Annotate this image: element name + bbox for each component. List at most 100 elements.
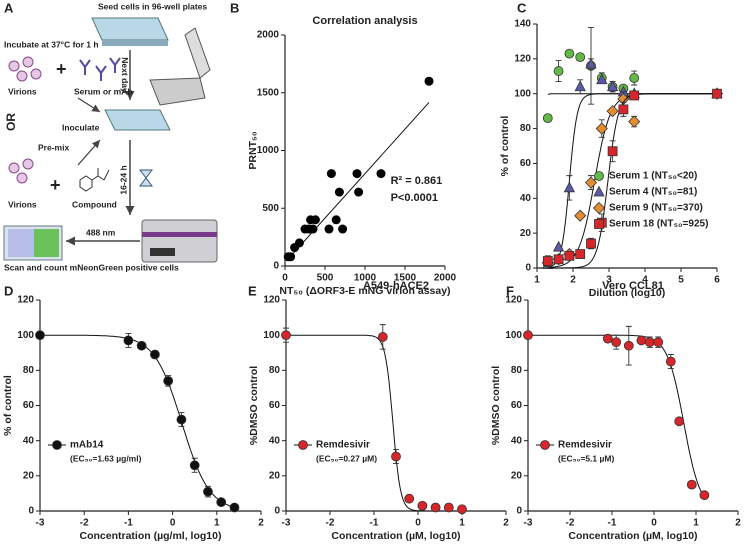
legend-label: Serum 18 (NT₅₀=925) xyxy=(609,219,708,230)
legend-label: Remdesivir xyxy=(316,440,370,451)
y-axis-label: %DMSO control xyxy=(490,366,502,445)
legend-note: (EC₅₀=0.27 µM) xyxy=(316,453,377,463)
y-tick-label: 0 xyxy=(525,263,531,274)
step-text: Pre-mix xyxy=(38,142,69,152)
point xyxy=(136,340,147,351)
panel-label: A xyxy=(4,0,14,15)
point xyxy=(674,416,685,427)
point xyxy=(602,333,613,344)
y-tick-label: 40 xyxy=(269,435,281,446)
point xyxy=(229,502,240,513)
point xyxy=(636,335,647,346)
point xyxy=(542,256,553,266)
point xyxy=(574,209,587,222)
panel-label: B xyxy=(230,0,239,15)
pipette-icon xyxy=(184,27,211,79)
x-axis-label: NT₅₀ (ΔORF3-E mNG virion assay) xyxy=(279,285,450,297)
x-tick-label: 6 xyxy=(714,275,720,286)
y-tick-label: 60 xyxy=(520,158,532,169)
plus: + xyxy=(50,175,61,195)
legend-label: mAb14 xyxy=(70,440,104,451)
legend-label: Remdesivir xyxy=(558,440,612,451)
x-tick-label: 0 xyxy=(282,273,288,284)
arrow xyxy=(77,139,101,166)
point xyxy=(575,52,586,63)
x-tick-label: 2000 xyxy=(434,273,457,284)
x-tick-label: -3 xyxy=(36,518,45,529)
y-tick-label: 120 xyxy=(17,295,34,306)
point xyxy=(564,48,575,59)
y-tick-label: 140 xyxy=(514,19,531,30)
fit-curve xyxy=(40,334,235,508)
x-tick-label: 5 xyxy=(678,275,684,286)
x-tick-label: 2 xyxy=(503,518,509,529)
y-tick-label: 500 xyxy=(262,203,279,214)
y-tick-label: 40 xyxy=(23,435,35,446)
y-tick-label: 1500 xyxy=(257,87,280,98)
point xyxy=(417,500,428,511)
point xyxy=(618,104,629,115)
point xyxy=(123,335,134,346)
y-tick-label: 100 xyxy=(263,330,280,341)
point xyxy=(686,479,697,490)
hourglass-icon xyxy=(139,169,153,187)
point xyxy=(595,122,608,135)
x-axis-label: Concentration (µM, log10) xyxy=(331,530,460,542)
point xyxy=(294,238,304,248)
chart-title: Correlation analysis xyxy=(312,15,417,27)
point xyxy=(563,181,576,193)
legend-label: Serum 4 (NT₅₀=81) xyxy=(609,187,697,198)
x-tick-label: 1000 xyxy=(354,273,377,284)
chart-title: A549-hACE2 xyxy=(363,280,429,292)
panel-a: A Seed cells in 96-well plates Next day … xyxy=(3,0,218,272)
legend-label: Serum 9 (NT₅₀=370) xyxy=(609,203,703,214)
annotation: R² = 0.861 xyxy=(391,175,443,187)
y-tick-label: 100 xyxy=(505,330,522,341)
point xyxy=(628,115,641,128)
step-text: Seed cells in 96-well plates xyxy=(98,1,207,11)
point xyxy=(553,66,564,76)
point xyxy=(391,451,401,462)
x-tick-label: 1 xyxy=(459,518,465,529)
x-tick-label: -1 xyxy=(124,518,133,529)
step-text: 488 nm xyxy=(86,227,116,237)
point xyxy=(523,330,533,341)
x-tick-label: 3 xyxy=(606,275,612,286)
point xyxy=(281,330,291,341)
point xyxy=(552,240,565,252)
y-axis-label: % of control xyxy=(499,116,511,177)
y-tick-label: 20 xyxy=(511,470,523,481)
point xyxy=(308,224,318,234)
y-axis-label: % of control xyxy=(2,375,14,436)
reader-icon xyxy=(142,232,217,237)
point xyxy=(404,493,415,504)
legend-marker xyxy=(594,219,604,229)
x-tick-label: 4 xyxy=(642,275,648,286)
x-tick-label: 0 xyxy=(651,518,657,529)
point xyxy=(457,504,467,515)
point xyxy=(575,249,586,259)
y-tick-label: 100 xyxy=(17,330,34,341)
y-tick-label: 100 xyxy=(514,88,531,99)
y-tick-label: 60 xyxy=(269,400,281,411)
point xyxy=(586,238,596,249)
point xyxy=(443,502,454,513)
arrow xyxy=(77,97,101,113)
point xyxy=(653,337,664,348)
point xyxy=(176,414,187,425)
antibody-icon xyxy=(79,57,121,81)
point xyxy=(331,215,341,225)
virion-icon xyxy=(8,56,42,82)
x-tick-label: 1 xyxy=(214,518,220,529)
point xyxy=(596,73,608,85)
point xyxy=(35,330,45,341)
panel-label: D xyxy=(4,283,13,298)
point xyxy=(203,486,213,497)
point xyxy=(712,88,722,99)
legend-marker xyxy=(594,171,604,181)
point xyxy=(606,105,619,118)
point xyxy=(585,57,597,69)
point xyxy=(354,187,364,197)
y-tick-label: 80 xyxy=(520,123,532,134)
